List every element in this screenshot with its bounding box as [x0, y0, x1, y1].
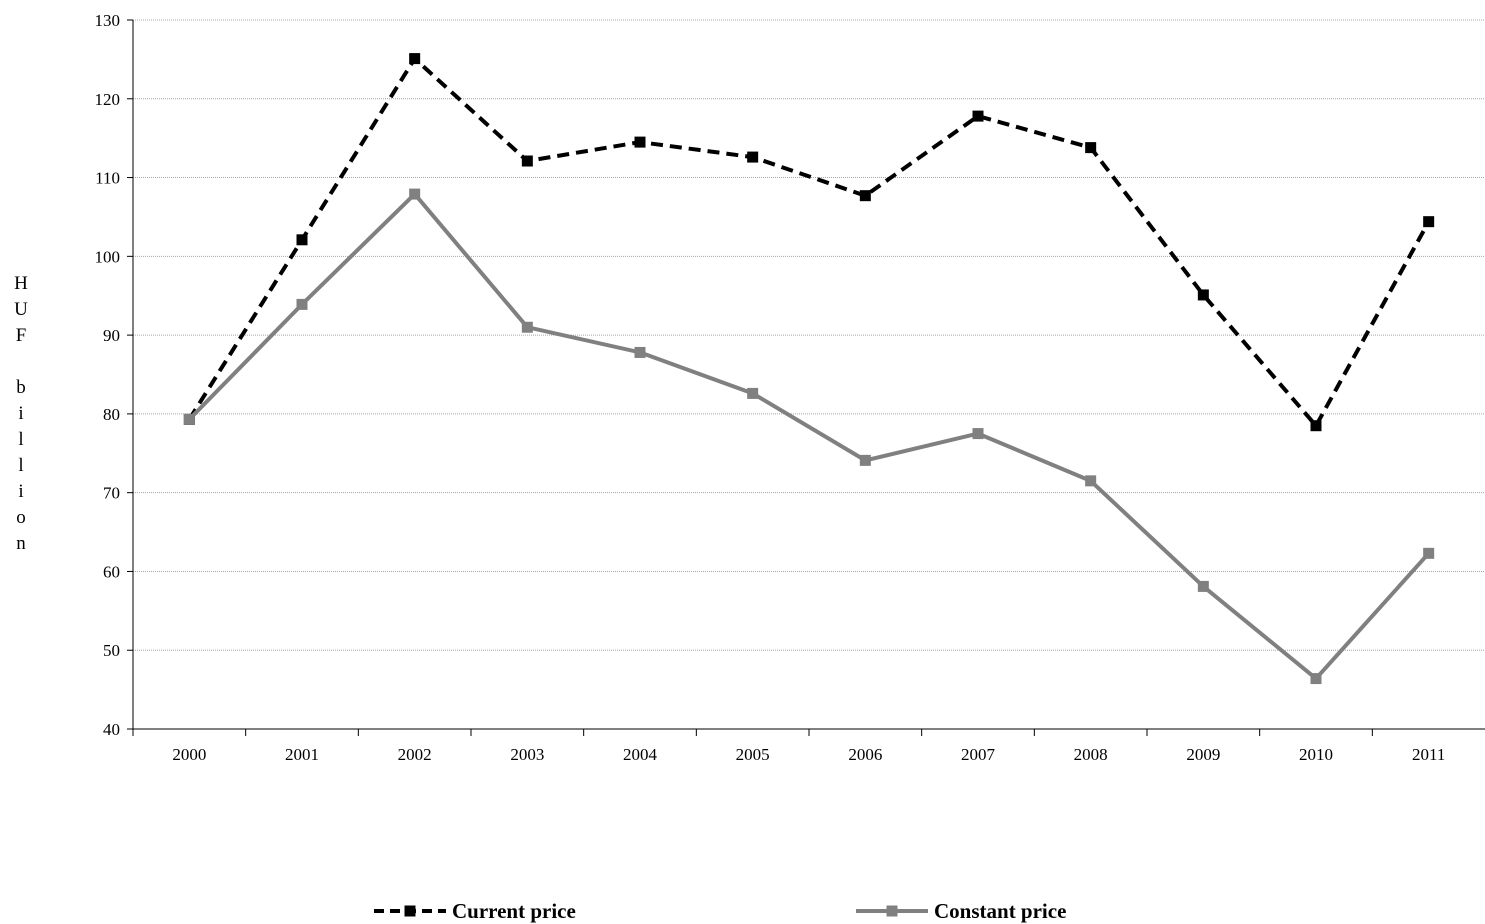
data-point-marker	[521, 155, 533, 167]
y-axis-ticks: 40 50 60 70 80 90 100 110 120 130	[95, 11, 133, 739]
data-point-marker	[1423, 547, 1435, 559]
x-tick-label: 2003	[510, 745, 544, 764]
y-tick-label: 120	[95, 90, 121, 109]
data-point-marker	[1423, 216, 1435, 228]
y-tick-label: 80	[103, 405, 120, 424]
x-tick-label: 2007	[961, 745, 996, 764]
legend: Current price Constant price	[374, 899, 1066, 923]
data-point-marker	[296, 234, 308, 246]
y-tick-label: 50	[103, 641, 120, 660]
series-current-price	[183, 53, 1435, 432]
x-tick-label: 2006	[848, 745, 882, 764]
series-group	[183, 53, 1435, 685]
y-tick-label: 110	[95, 169, 120, 188]
x-tick-label: 2001	[285, 745, 319, 764]
data-point-marker	[1310, 673, 1322, 685]
y-tick-label: 70	[103, 484, 120, 503]
grid-lines	[133, 19, 1485, 651]
series-line	[187, 56, 1431, 428]
x-axis-ticks: 2000 2001 2002 2003 2004 2005 2006 2007 2008 2009…	[132, 729, 1445, 764]
data-point-marker	[747, 387, 759, 399]
data-point-marker	[1310, 420, 1322, 432]
data-point-marker	[634, 346, 646, 358]
x-tick-label: 2000	[172, 745, 206, 764]
series-constant-price	[183, 188, 1435, 685]
data-point-marker	[409, 53, 421, 65]
data-point-marker	[409, 188, 421, 200]
data-point-marker	[1085, 475, 1097, 487]
data-point-marker	[1197, 580, 1209, 592]
y-tick-label: 40	[103, 720, 120, 739]
axes	[132, 20, 1485, 730]
x-tick-label: 2011	[1412, 745, 1445, 764]
x-tick-label: 2004	[623, 745, 658, 764]
y-tick-label: 90	[103, 326, 120, 345]
y-tick-label: 60	[103, 562, 120, 581]
legend-label: Current price	[452, 899, 576, 923]
data-point-marker	[859, 454, 871, 466]
data-point-marker	[972, 428, 984, 440]
y-tick-label: 130	[95, 11, 121, 30]
data-point-marker	[972, 110, 984, 122]
legend-label: Constant price	[934, 899, 1066, 923]
legend-item: Constant price	[856, 899, 1066, 923]
data-point-marker	[747, 151, 759, 163]
x-tick-label: 2009	[1186, 745, 1220, 764]
data-point-marker	[296, 298, 308, 310]
x-tick-label: 2008	[1074, 745, 1108, 764]
x-tick-label: 2010	[1299, 745, 1333, 764]
data-point-marker	[1197, 289, 1209, 301]
data-point-marker	[521, 321, 533, 333]
x-tick-label: 2005	[736, 745, 770, 764]
data-point-marker	[634, 136, 646, 148]
data-point-marker	[183, 413, 195, 425]
series-line	[187, 192, 1431, 681]
data-point-marker	[1085, 142, 1097, 154]
data-point-marker	[859, 190, 871, 202]
legend-swatch-marker	[404, 905, 416, 917]
legend-item: Current price	[374, 899, 576, 923]
legend-swatch-marker	[886, 905, 898, 917]
x-tick-label: 2002	[398, 745, 432, 764]
y-tick-label: 100	[95, 247, 121, 266]
